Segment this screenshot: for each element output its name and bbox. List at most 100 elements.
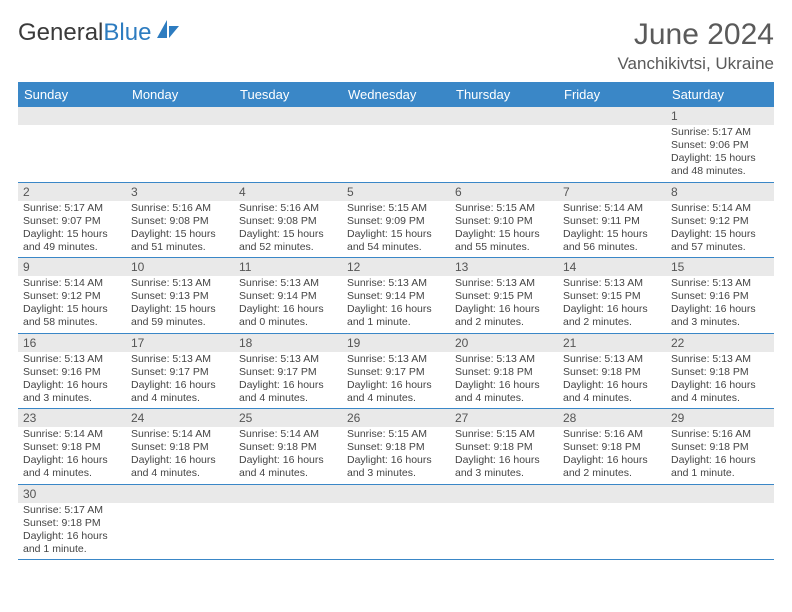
day-line: Sunset: 9:18 PM	[239, 441, 337, 454]
day-details: Sunrise: 5:14 AMSunset: 9:12 PMDaylight:…	[18, 276, 126, 333]
day-number	[450, 107, 558, 125]
day-number: 20	[450, 334, 558, 352]
day-line: Daylight: 15 hours	[131, 303, 229, 316]
day-line: Sunrise: 5:14 AM	[239, 428, 337, 441]
day-line: and 0 minutes.	[239, 316, 337, 329]
day-line: Daylight: 16 hours	[563, 303, 661, 316]
day-line: Daylight: 16 hours	[671, 379, 769, 392]
day-line: Sunrise: 5:17 AM	[23, 202, 121, 215]
day-line: Sunrise: 5:15 AM	[347, 428, 445, 441]
calendar-cell: 15Sunrise: 5:13 AMSunset: 9:16 PMDayligh…	[666, 258, 774, 334]
day-line: Sunset: 9:13 PM	[131, 290, 229, 303]
dow-monday: Monday	[126, 82, 234, 107]
day-line: Daylight: 16 hours	[671, 303, 769, 316]
day-line: Daylight: 16 hours	[131, 379, 229, 392]
day-number: 25	[234, 409, 342, 427]
day-line: Sunset: 9:14 PM	[239, 290, 337, 303]
location-label: Vanchikivtsi, Ukraine	[617, 54, 774, 74]
day-number	[234, 485, 342, 503]
day-number: 26	[342, 409, 450, 427]
calendar-cell: 28Sunrise: 5:16 AMSunset: 9:18 PMDayligh…	[558, 409, 666, 485]
day-details: Sunrise: 5:13 AMSunset: 9:17 PMDaylight:…	[126, 352, 234, 409]
day-line: and 1 minute.	[671, 467, 769, 480]
day-details: Sunrise: 5:13 AMSunset: 9:15 PMDaylight:…	[558, 276, 666, 333]
logo-text-1: General	[18, 19, 103, 47]
day-line: Daylight: 16 hours	[239, 303, 337, 316]
day-line: and 4 minutes.	[239, 467, 337, 480]
day-number	[342, 485, 450, 503]
day-line: Daylight: 15 hours	[671, 228, 769, 241]
calendar-cell: 8Sunrise: 5:14 AMSunset: 9:12 PMDaylight…	[666, 182, 774, 258]
day-line: and 3 minutes.	[455, 467, 553, 480]
calendar-cell	[450, 107, 558, 182]
dow-sunday: Sunday	[18, 82, 126, 107]
calendar-cell: 13Sunrise: 5:13 AMSunset: 9:15 PMDayligh…	[450, 258, 558, 334]
day-number: 19	[342, 334, 450, 352]
day-line: Daylight: 16 hours	[347, 454, 445, 467]
calendar-cell: 27Sunrise: 5:15 AMSunset: 9:18 PMDayligh…	[450, 409, 558, 485]
week-row: 1Sunrise: 5:17 AMSunset: 9:06 PMDaylight…	[18, 107, 774, 182]
day-line: and 51 minutes.	[131, 241, 229, 254]
day-details: Sunrise: 5:13 AMSunset: 9:18 PMDaylight:…	[450, 352, 558, 409]
calendar-cell: 22Sunrise: 5:13 AMSunset: 9:18 PMDayligh…	[666, 333, 774, 409]
day-details: Sunrise: 5:14 AMSunset: 9:18 PMDaylight:…	[18, 427, 126, 484]
calendar-cell: 21Sunrise: 5:13 AMSunset: 9:18 PMDayligh…	[558, 333, 666, 409]
day-line: Sunset: 9:17 PM	[131, 366, 229, 379]
calendar-cell: 14Sunrise: 5:13 AMSunset: 9:15 PMDayligh…	[558, 258, 666, 334]
day-details: Sunrise: 5:15 AMSunset: 9:10 PMDaylight:…	[450, 201, 558, 258]
calendar-cell: 20Sunrise: 5:13 AMSunset: 9:18 PMDayligh…	[450, 333, 558, 409]
day-line: and 4 minutes.	[131, 467, 229, 480]
day-number: 12	[342, 258, 450, 276]
day-line: Sunrise: 5:14 AM	[131, 428, 229, 441]
day-line: Sunset: 9:18 PM	[347, 441, 445, 454]
day-line: Sunset: 9:11 PM	[563, 215, 661, 228]
day-line: Sunrise: 5:13 AM	[347, 277, 445, 290]
day-number: 8	[666, 183, 774, 201]
day-line: Daylight: 15 hours	[347, 228, 445, 241]
calendar-cell: 9Sunrise: 5:14 AMSunset: 9:12 PMDaylight…	[18, 258, 126, 334]
day-details	[126, 125, 234, 165]
day-number: 6	[450, 183, 558, 201]
day-line: and 4 minutes.	[23, 467, 121, 480]
day-line: Sunrise: 5:13 AM	[239, 353, 337, 366]
day-line: Sunrise: 5:13 AM	[347, 353, 445, 366]
calendar-cell: 1Sunrise: 5:17 AMSunset: 9:06 PMDaylight…	[666, 107, 774, 182]
day-details: Sunrise: 5:17 AMSunset: 9:06 PMDaylight:…	[666, 125, 774, 182]
day-number	[18, 107, 126, 125]
day-line: Sunset: 9:08 PM	[239, 215, 337, 228]
day-line: and 2 minutes.	[563, 467, 661, 480]
calendar-cell: 5Sunrise: 5:15 AMSunset: 9:09 PMDaylight…	[342, 182, 450, 258]
day-line: Daylight: 16 hours	[23, 530, 121, 543]
day-line: Sunrise: 5:14 AM	[563, 202, 661, 215]
day-number	[342, 107, 450, 125]
day-line: and 2 minutes.	[455, 316, 553, 329]
day-line: Daylight: 16 hours	[671, 454, 769, 467]
dow-row: Sunday Monday Tuesday Wednesday Thursday…	[18, 82, 774, 107]
day-details: Sunrise: 5:16 AMSunset: 9:18 PMDaylight:…	[558, 427, 666, 484]
day-number	[666, 485, 774, 503]
day-line: Daylight: 15 hours	[563, 228, 661, 241]
day-details: Sunrise: 5:13 AMSunset: 9:14 PMDaylight:…	[234, 276, 342, 333]
dow-saturday: Saturday	[666, 82, 774, 107]
day-line: Sunset: 9:18 PM	[455, 366, 553, 379]
day-line: Sunrise: 5:14 AM	[23, 428, 121, 441]
day-line: Sunset: 9:10 PM	[455, 215, 553, 228]
calendar-cell: 7Sunrise: 5:14 AMSunset: 9:11 PMDaylight…	[558, 182, 666, 258]
day-line: Sunset: 9:09 PM	[347, 215, 445, 228]
day-number: 23	[18, 409, 126, 427]
day-details: Sunrise: 5:16 AMSunset: 9:18 PMDaylight:…	[666, 427, 774, 484]
day-number	[450, 485, 558, 503]
day-line: and 54 minutes.	[347, 241, 445, 254]
calendar-cell: 29Sunrise: 5:16 AMSunset: 9:18 PMDayligh…	[666, 409, 774, 485]
day-line: Sunrise: 5:14 AM	[23, 277, 121, 290]
day-line: Sunrise: 5:17 AM	[671, 126, 769, 139]
day-line: Sunset: 9:18 PM	[455, 441, 553, 454]
day-details	[126, 503, 234, 543]
day-number: 15	[666, 258, 774, 276]
calendar-cell	[234, 484, 342, 560]
day-line: Daylight: 15 hours	[23, 303, 121, 316]
day-line: Daylight: 16 hours	[239, 454, 337, 467]
day-details	[450, 125, 558, 165]
calendar-cell: 17Sunrise: 5:13 AMSunset: 9:17 PMDayligh…	[126, 333, 234, 409]
day-line: Daylight: 16 hours	[455, 379, 553, 392]
